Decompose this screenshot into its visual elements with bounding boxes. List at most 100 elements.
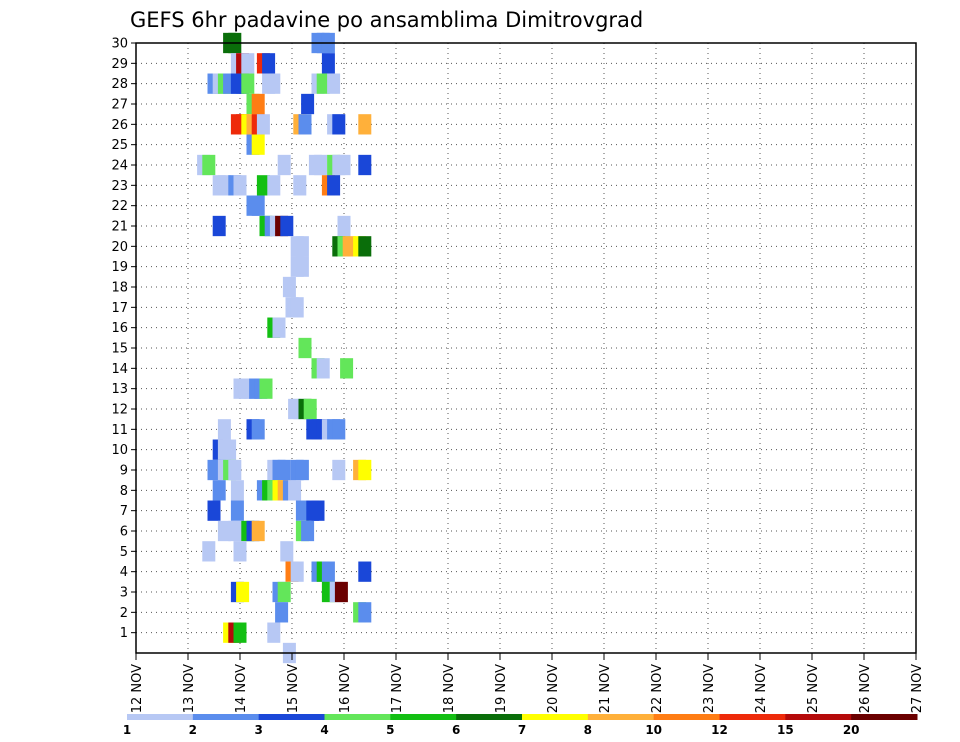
heatmap-cell bbox=[277, 459, 291, 481]
y-tick-label: 20 bbox=[111, 240, 128, 255]
heatmap-cell bbox=[332, 114, 346, 135]
y-tick-label: 3 bbox=[120, 586, 128, 601]
legend-swatch bbox=[127, 714, 194, 720]
x-tick-label: 14 NOV bbox=[234, 664, 249, 713]
color-legend: 1 2 3 4 5 6 7 8 10 12 15 20 bbox=[123, 714, 918, 737]
heatmap-cell bbox=[212, 215, 226, 237]
heatmap-cell bbox=[342, 236, 356, 257]
heatmap-cell bbox=[256, 114, 270, 135]
y-tick-label: 12 bbox=[111, 403, 128, 418]
legend-swatch bbox=[719, 714, 786, 720]
x-tick-label: 19 NOV bbox=[494, 664, 509, 713]
y-tick-label: 14 bbox=[111, 362, 128, 377]
heatmap-cell bbox=[207, 459, 221, 481]
legend-label: 8 bbox=[584, 723, 592, 737]
heatmap-cell bbox=[290, 561, 304, 582]
heatmap-cell bbox=[288, 480, 302, 501]
y-tick-label: 4 bbox=[120, 565, 128, 580]
y-tick-label: 27 bbox=[111, 98, 128, 113]
y-tick-label: 26 bbox=[111, 118, 128, 133]
heatmap-cell bbox=[358, 154, 372, 176]
grid-lines bbox=[136, 43, 916, 653]
legend-swatch bbox=[456, 714, 523, 720]
chart-title: GEFS 6hr padavine po ansamblima Dimitrov… bbox=[130, 8, 643, 32]
y-tick-label: 23 bbox=[111, 179, 128, 194]
legend-label: 7 bbox=[518, 723, 526, 737]
x-tick-label: 22 NOV bbox=[650, 664, 665, 713]
heatmap-cell bbox=[262, 53, 276, 74]
legend-swatch bbox=[653, 714, 720, 720]
y-tick-label: 15 bbox=[111, 342, 128, 357]
y-tick-label: 22 bbox=[111, 199, 128, 214]
y-axis: 1234567891011121314151617181920212223242… bbox=[111, 37, 136, 641]
heatmap-cell bbox=[314, 154, 328, 176]
heatmap-cell bbox=[228, 459, 242, 481]
x-axis: 12 NOV 13 NOV 14 NOV 15 NOV 16 NOV 17 NOV 18 N… bbox=[130, 653, 925, 713]
legend-label: 4 bbox=[320, 723, 328, 737]
heatmap-cell bbox=[282, 276, 296, 298]
y-tick-label: 1 bbox=[120, 626, 128, 641]
heatmap-cell bbox=[337, 215, 351, 237]
heatmap-cell bbox=[267, 175, 281, 196]
heatmap-cell bbox=[295, 500, 309, 521]
legend-label: 12 bbox=[711, 723, 728, 737]
x-tick-label: 26 NOV bbox=[858, 664, 873, 713]
y-tick-label: 7 bbox=[120, 504, 128, 519]
y-tick-label: 29 bbox=[111, 57, 128, 72]
y-tick-label: 8 bbox=[120, 484, 128, 499]
legend-label: 5 bbox=[386, 723, 394, 737]
heatmap-cell bbox=[230, 500, 244, 521]
heatmap-cell bbox=[251, 419, 265, 440]
heatmap-cell bbox=[275, 602, 289, 623]
heatmap-cell bbox=[327, 175, 341, 196]
y-tick-label: 18 bbox=[111, 281, 128, 296]
heatmap-cell bbox=[267, 73, 281, 94]
legend-swatch bbox=[258, 714, 325, 720]
heatmap-cell bbox=[280, 541, 294, 562]
heatmap-cell bbox=[267, 622, 281, 643]
heatmap-cell bbox=[293, 175, 307, 196]
legend-swatch bbox=[587, 714, 655, 720]
heatmap-cell bbox=[316, 73, 330, 94]
y-tick-label: 2 bbox=[120, 606, 128, 621]
heatmap-cell bbox=[334, 581, 348, 603]
y-tick-label: 11 bbox=[111, 423, 128, 438]
legend-swatch bbox=[192, 714, 260, 720]
legend-label: 3 bbox=[254, 723, 262, 737]
x-tick-label: 25 NOV bbox=[806, 664, 821, 713]
heatmap-cell bbox=[327, 73, 341, 94]
heatmap-cell bbox=[301, 93, 315, 115]
x-tick-label: 23 NOV bbox=[702, 664, 717, 713]
heatmap-cell bbox=[251, 520, 265, 542]
legend-swatch bbox=[324, 714, 391, 720]
y-tick-label: 25 bbox=[111, 138, 128, 153]
x-tick-label: 24 NOV bbox=[754, 664, 769, 713]
legend-swatch bbox=[851, 714, 918, 720]
heatmap-cell bbox=[290, 297, 304, 318]
heatmap-cell bbox=[251, 134, 265, 155]
heatmap-cell bbox=[337, 154, 351, 176]
heatmap-cell bbox=[295, 256, 309, 277]
heatmap-cell bbox=[259, 378, 273, 399]
heatmap-cell bbox=[340, 358, 354, 379]
heatmap-cell bbox=[217, 520, 231, 542]
legend-label: 1 bbox=[123, 723, 131, 737]
heatmap-cell bbox=[301, 520, 315, 542]
heatmap-cell bbox=[358, 459, 372, 481]
legend-swatch bbox=[390, 714, 457, 720]
y-tick-label: 6 bbox=[120, 525, 128, 540]
heatmap-cell bbox=[358, 114, 372, 135]
heatmap-cell bbox=[295, 236, 309, 257]
x-tick-label: 27 NOV bbox=[910, 664, 925, 713]
heatmap-cell bbox=[277, 581, 291, 603]
y-tick-label: 28 bbox=[111, 77, 128, 92]
x-tick-label: 16 NOV bbox=[338, 664, 353, 713]
heatmap-cell bbox=[277, 154, 291, 176]
heatmap-cell bbox=[316, 358, 330, 379]
y-tick-label: 24 bbox=[111, 159, 128, 174]
y-tick-label: 16 bbox=[111, 321, 128, 336]
heatmap-cell bbox=[223, 439, 237, 460]
heatmap-cell bbox=[321, 53, 335, 74]
heatmap-cell bbox=[295, 459, 309, 481]
